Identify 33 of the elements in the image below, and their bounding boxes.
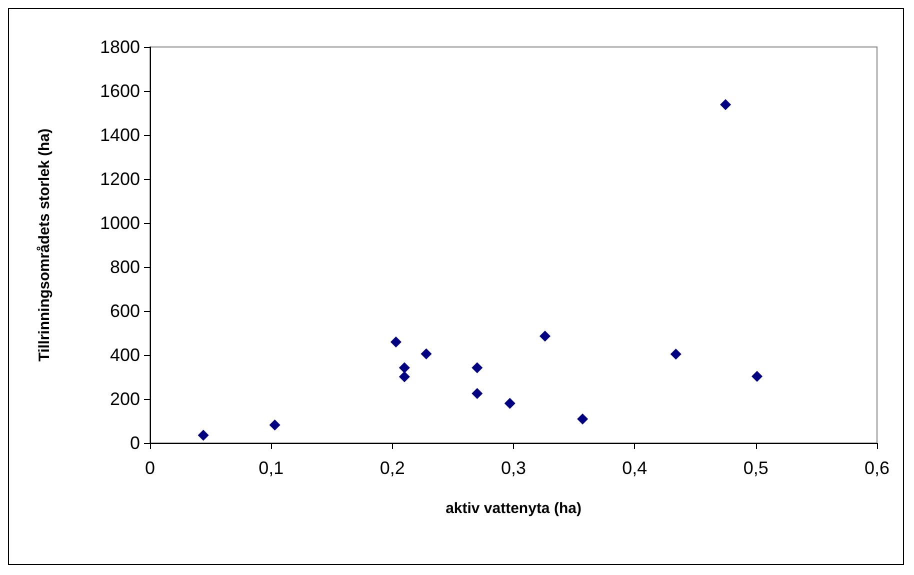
point (752, 370, 763, 382)
x-tick-label: 0 (144, 458, 156, 478)
y-tick-label: 800 (110, 257, 140, 277)
x-tick-label: 0,3 (500, 458, 526, 478)
point (472, 388, 483, 399)
point (420, 348, 432, 360)
y-tick-label: 1200 (100, 169, 140, 189)
x-tick-label: 0,2 (380, 458, 405, 478)
y-tick-label: 200 (110, 389, 140, 409)
x-tick-label: 0,5 (743, 458, 768, 478)
point (577, 414, 588, 425)
y-tick-label: 1800 (100, 37, 140, 57)
x-tick-label: 0,6 (864, 458, 890, 478)
y-tick-label: 1600 (100, 81, 140, 101)
x-tick-label: 0,1 (258, 458, 284, 478)
y-tick-label: 0 (130, 433, 140, 453)
point (540, 330, 551, 342)
point (670, 348, 682, 360)
y-tick-label: 1000 (100, 213, 140, 233)
point (504, 398, 516, 409)
y-axis-title: Tillrinningsområdets storlek (ha) (36, 128, 53, 362)
point (472, 362, 483, 374)
x-tick-label: 0,4 (622, 458, 648, 478)
y-tick-label: 600 (110, 301, 140, 321)
y-tick-label: 1400 (100, 125, 140, 145)
x-axis-title: aktiv vattenyta (ha) (446, 500, 582, 517)
point (398, 362, 410, 374)
point (198, 430, 209, 441)
point (269, 419, 280, 430)
y-tick-label: 400 (110, 345, 140, 365)
point (390, 336, 402, 348)
point (720, 99, 732, 110)
point (398, 371, 410, 382)
